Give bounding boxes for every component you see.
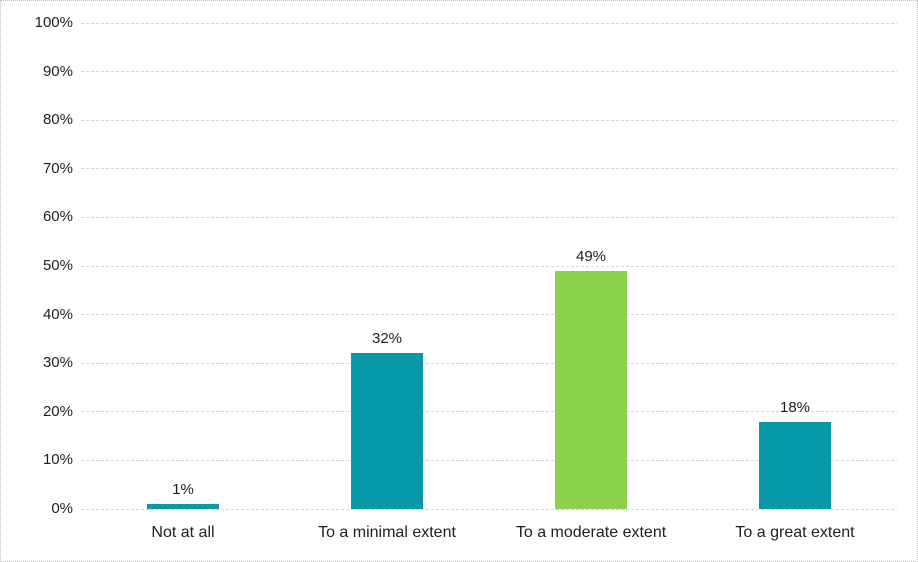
x-axis-category-label-to-a-great-extent: To a great extent [735, 524, 855, 541]
y-axis-tick-label: 30% [42, 354, 73, 372]
y-axis-tick-label: 0% [51, 500, 73, 517]
y-axis-tick-label: 60% [42, 208, 73, 226]
y-axis-tick-label: 80% [42, 111, 73, 129]
bar-to-a-great-extent [759, 421, 831, 509]
plot-area: 0% 10% 20% 30% 40% 50% 60% 70% 80% 90% 100% 1% Not a… [35, 14, 897, 541]
y-axis-tick-label: 20% [42, 402, 73, 420]
gridline [81, 411, 897, 413]
y-axis-tick-label: 50% [42, 257, 73, 274]
y-axis-tick-label: 10% [42, 451, 73, 469]
bar-value-label-to-a-minimal-extent: 32% [371, 330, 403, 348]
y-axis-tick-label: 100% [34, 14, 73, 31]
gridline [81, 71, 897, 73]
y-axis-tick-label: 40% [42, 305, 73, 323]
bar-to-a-minimal-extent [351, 353, 423, 509]
gridline [81, 22, 897, 24]
gridline [81, 216, 897, 218]
x-axis-category-label-to-a-minimal-extent: To a minimal extent [318, 524, 456, 541]
gridline [81, 459, 897, 461]
x-axis-line [81, 508, 897, 510]
gridline [81, 265, 897, 267]
gridline [81, 314, 897, 316]
bar-to-a-moderate-extent [555, 270, 627, 509]
bar-value-label-to-a-moderate-extent: 49% [575, 247, 607, 265]
bar-value-label-to-a-great-extent: 18% [779, 398, 811, 416]
gridline [81, 362, 897, 364]
gridline [81, 168, 897, 170]
y-axis-tick-label: 70% [42, 159, 73, 177]
bar-not-at-all [147, 504, 219, 509]
x-axis-category-label-to-a-moderate-extent: To a moderate extent [515, 524, 667, 541]
x-axis-category-label-not-at-all: Not at all [151, 524, 215, 541]
y-axis-tick-label: 90% [42, 62, 73, 80]
gridline [81, 119, 897, 121]
bar-value-label-not-at-all: 1% [172, 481, 194, 499]
